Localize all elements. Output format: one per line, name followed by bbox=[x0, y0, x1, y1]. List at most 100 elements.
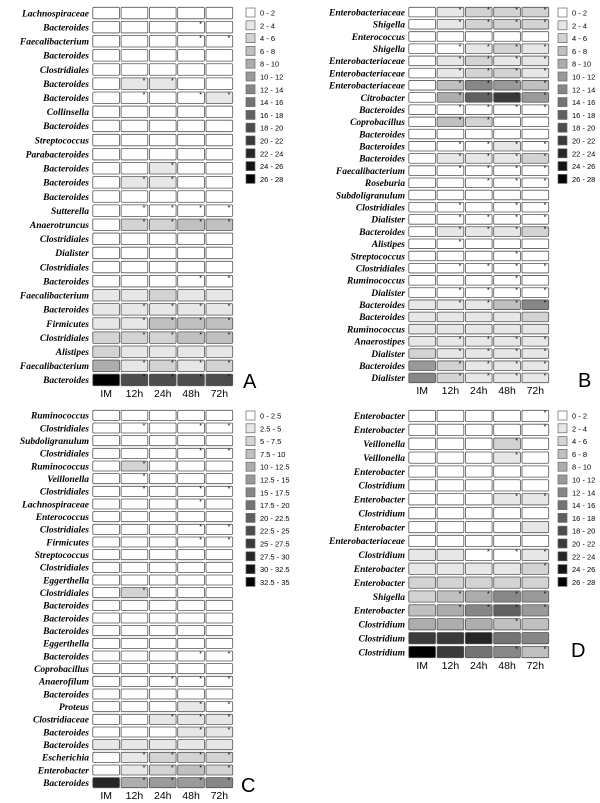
row-label: Alistipes bbox=[371, 240, 406, 250]
significance-star: * bbox=[171, 177, 174, 184]
legend-label: 12 - 14 bbox=[572, 85, 595, 94]
legend-swatch bbox=[245, 46, 256, 56]
heatmap-cell bbox=[148, 162, 177, 175]
heatmap-cell bbox=[408, 465, 436, 478]
legend-swatch bbox=[245, 20, 256, 31]
heatmap-cell bbox=[493, 372, 521, 384]
heatmap-cell bbox=[464, 262, 493, 274]
heatmap-cell bbox=[177, 663, 205, 675]
significance-star: * bbox=[487, 141, 490, 148]
heatmap-cell bbox=[120, 232, 149, 245]
significance-star: * bbox=[487, 605, 490, 612]
legend-swatch bbox=[557, 97, 568, 107]
heatmap-cell bbox=[493, 423, 521, 436]
legend-swatch bbox=[557, 148, 568, 159]
heatmap-cell bbox=[436, 226, 465, 237]
heatmap-cell bbox=[464, 534, 493, 547]
legend-swatch bbox=[245, 564, 256, 574]
heatmap-cell bbox=[177, 726, 205, 738]
significance-star: * bbox=[459, 349, 462, 356]
heatmap-cell bbox=[177, 751, 205, 763]
row-label: Bacteroides bbox=[42, 52, 89, 62]
row-label: Bacteroides bbox=[358, 301, 405, 311]
heatmap-cell bbox=[120, 536, 149, 548]
row-label: Coprobacillus bbox=[34, 665, 89, 675]
column-label: 12h bbox=[442, 660, 460, 672]
significance-star: * bbox=[544, 563, 547, 570]
significance-star: * bbox=[515, 336, 518, 343]
heatmap-cell bbox=[120, 637, 149, 649]
significance-star: * bbox=[199, 752, 202, 759]
heatmap-cell bbox=[521, 43, 550, 54]
heatmap-cell bbox=[205, 260, 234, 274]
heatmap-cell bbox=[436, 521, 465, 534]
heatmap-cell bbox=[436, 287, 465, 298]
heatmap-cell bbox=[464, 590, 493, 603]
heatmap-cell bbox=[120, 162, 149, 175]
heatmap-cell bbox=[464, 177, 493, 189]
heatmap-cell bbox=[205, 176, 234, 189]
heatmap-cell bbox=[120, 63, 149, 76]
legend-label: 20 - 22 bbox=[572, 540, 595, 549]
heatmap-cell bbox=[436, 646, 465, 659]
heatmap-cell bbox=[177, 574, 205, 586]
significance-star: * bbox=[228, 205, 231, 212]
significance-star: * bbox=[515, 93, 518, 100]
heatmap-cell bbox=[493, 80, 521, 91]
legend-label: 14 - 16 bbox=[260, 98, 283, 107]
heatmap-cell bbox=[205, 317, 234, 330]
heatmap-cell bbox=[493, 104, 521, 115]
heatmap-cell bbox=[148, 549, 177, 561]
significance-star: * bbox=[143, 461, 146, 468]
heatmap-cell bbox=[92, 688, 120, 700]
heatmap-cell bbox=[120, 260, 149, 274]
heatmap-cell bbox=[120, 561, 149, 573]
legend-swatch bbox=[245, 449, 256, 459]
legend-swatch bbox=[557, 487, 568, 498]
legend-swatch bbox=[245, 148, 256, 159]
heatmap-cell bbox=[205, 498, 234, 510]
heatmap-cell bbox=[92, 246, 120, 260]
significance-star: * bbox=[544, 349, 547, 356]
significance-star: * bbox=[459, 336, 462, 343]
heatmap-cell bbox=[521, 632, 550, 645]
heatmap-cell bbox=[464, 507, 493, 520]
significance-star: * bbox=[544, 549, 547, 556]
heatmap-cell bbox=[436, 348, 465, 359]
legend-label: 4 - 6 bbox=[572, 437, 587, 446]
legend-swatch bbox=[245, 538, 256, 549]
heatmap-cell bbox=[177, 91, 205, 104]
heatmap-cell bbox=[521, 451, 550, 464]
row-label: Enterobacter bbox=[353, 426, 405, 436]
significance-star: * bbox=[228, 360, 231, 367]
legend-label: 22 - 24 bbox=[572, 149, 595, 158]
legend-label: 26 - 28 bbox=[260, 175, 283, 184]
row-label: Bacteroides bbox=[358, 228, 405, 238]
heatmap-cell bbox=[177, 625, 205, 637]
significance-star: * bbox=[143, 778, 146, 785]
legend-swatch bbox=[557, 110, 568, 120]
row-label: Lachnospiraceae bbox=[21, 9, 90, 19]
row-label: Bacteroides bbox=[42, 277, 89, 287]
heatmap-cell bbox=[177, 35, 205, 48]
legend-swatch bbox=[245, 58, 256, 69]
heatmap-panel-d: Enterobacter * Enterobacter * Veillonella * Ve… bbox=[328, 409, 595, 672]
heatmap-cell bbox=[436, 31, 465, 42]
heatmap-cell bbox=[464, 311, 493, 323]
significance-star: * bbox=[515, 438, 518, 445]
heatmap-cell bbox=[493, 348, 521, 359]
heatmap-cell bbox=[205, 345, 234, 358]
heatmap-cell bbox=[92, 35, 120, 48]
significance-star: * bbox=[199, 499, 202, 506]
heatmap-cell bbox=[92, 764, 120, 776]
column-label: 24h bbox=[470, 660, 488, 672]
significance-star: * bbox=[487, 7, 490, 14]
legend-label: 7.5 - 10 bbox=[260, 450, 285, 459]
heatmap-cell bbox=[436, 201, 465, 213]
panel-letter: B bbox=[578, 370, 591, 392]
heatmap-cell bbox=[205, 612, 234, 624]
legend-label: 4 - 6 bbox=[572, 34, 587, 43]
heatmap-cell bbox=[205, 701, 234, 713]
significance-star: * bbox=[544, 105, 547, 112]
row-label: Collinsella bbox=[47, 108, 89, 118]
